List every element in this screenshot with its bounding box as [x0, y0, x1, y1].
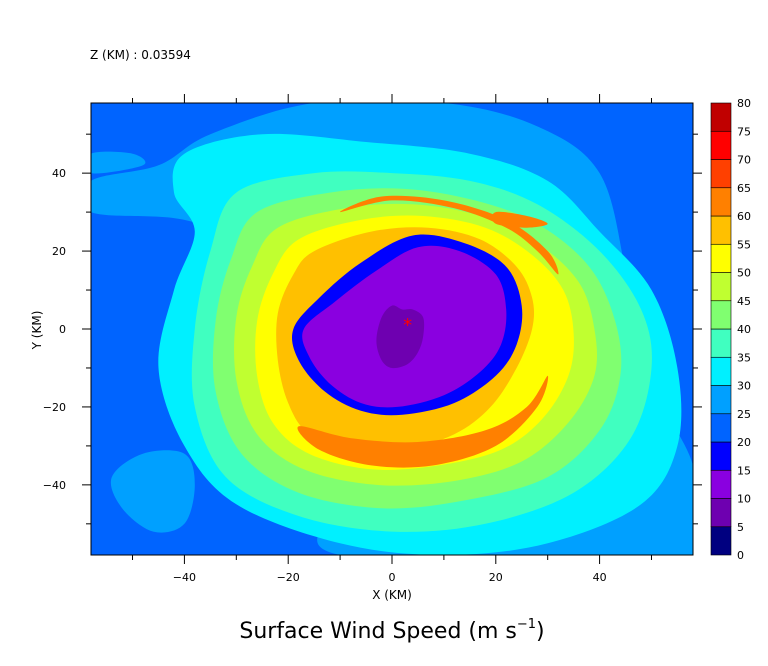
x-tick-label: 40 [593, 571, 607, 584]
colorbar-label: 65 [737, 182, 751, 195]
x-axis: −40 −20 0 20 40 [132, 94, 652, 584]
vertical-level-label: Z (KM) : 0.03594 [90, 48, 191, 62]
colorbar-label: 70 [737, 154, 751, 167]
x-tick-label: −40 [173, 571, 196, 584]
colorbar-label: 75 [737, 125, 751, 138]
colorbar-swatch [710, 102, 732, 132]
colorbar-label: 5 [737, 521, 744, 534]
y-tick-label: 20 [52, 245, 66, 258]
chart-title: Surface Wind Speed (m s−1) [239, 617, 544, 644]
colorbar-swatch [710, 130, 732, 160]
colorbar-label: 40 [737, 323, 751, 336]
colorbar-swatch [710, 441, 732, 471]
patch-25 [110, 450, 195, 533]
colorbar-swatch [710, 272, 732, 302]
chart-title-exponent: −1 [517, 617, 536, 632]
y-axis-label: Y (KM) [30, 311, 44, 351]
y-tick-label: −20 [43, 401, 66, 414]
colorbar-swatch [710, 469, 732, 499]
chart-title-main: Surface Wind Speed (m s [239, 619, 517, 644]
x-tick-label: 20 [489, 571, 503, 584]
colorbar-label: 15 [737, 464, 751, 477]
y-tick-label: 0 [59, 323, 66, 336]
colorbar-swatch [710, 187, 732, 217]
colorbar-label: 10 [737, 493, 751, 506]
colorbar-label: 30 [737, 380, 751, 393]
colorbar-swatch [710, 413, 732, 443]
colorbar-swatch [710, 159, 732, 189]
colorbar-label: 45 [737, 295, 751, 308]
chart-title-close: ) [536, 619, 545, 644]
colorbar-swatch [710, 328, 732, 358]
y-axis: −40 −20 0 20 40 [43, 133, 702, 525]
colorbar-swatch [710, 385, 732, 415]
colorbar-swatch [710, 498, 732, 528]
colorbar-label: 25 [737, 408, 751, 421]
colorbar-label: 60 [737, 210, 751, 223]
patch-60 [297, 375, 549, 468]
x-tick-label: 0 [389, 571, 396, 584]
colorbar-label: 35 [737, 351, 751, 364]
wind-speed-field: * [91, 103, 693, 555]
colorbar-label: 0 [737, 549, 744, 562]
patch-60 [491, 211, 548, 228]
patch-25 [91, 151, 146, 174]
colorbar-swatch [710, 243, 732, 273]
x-axis-label: X (KM) [372, 588, 412, 602]
y-tick-label: 40 [52, 167, 66, 180]
x-tick-label: −20 [277, 571, 300, 584]
colorbar-swatch [710, 526, 732, 556]
colorbar: 0 5 10 15 20 25 30 35 40 45 50 55 60 65 70 75 80 [710, 97, 751, 562]
colorbar-label: 55 [737, 238, 751, 251]
colorbar-swatch [710, 356, 732, 386]
colorbar-swatch [710, 300, 732, 330]
colorbar-label: 20 [737, 436, 751, 449]
colorbar-swatch [710, 215, 732, 245]
storm-center-marker: * [403, 315, 412, 336]
colorbar-label: 80 [737, 97, 751, 110]
patch-60 [340, 195, 559, 275]
contour-5 [376, 305, 425, 369]
y-tick-label: −40 [43, 479, 66, 492]
colorbar-label: 50 [737, 267, 751, 280]
